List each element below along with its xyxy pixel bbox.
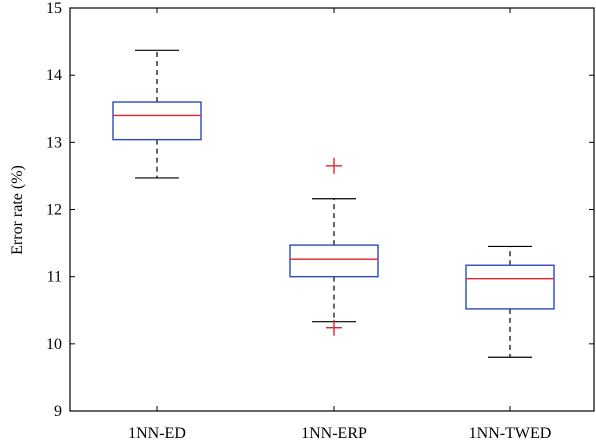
y-tick-label: 15 bbox=[46, 0, 62, 17]
outlier-marker bbox=[326, 157, 342, 174]
y-tick-label: 10 bbox=[46, 336, 62, 353]
x-category-label: 1NN-ERP bbox=[301, 425, 367, 442]
iqr-box bbox=[465, 264, 555, 310]
y-axis-title: Error rate (%) bbox=[9, 165, 26, 255]
y-tick-label: 12 bbox=[46, 202, 62, 219]
iqr-box bbox=[289, 244, 379, 278]
y-tick-label: 9 bbox=[54, 403, 62, 420]
iqr-box bbox=[112, 101, 202, 141]
outlier-marker bbox=[326, 319, 342, 336]
y-axis: 9 10 11 12 13 14 15 bbox=[46, 0, 594, 420]
box-group bbox=[465, 245, 555, 358]
plot-frame bbox=[69, 7, 595, 412]
y-tick-label: 14 bbox=[46, 67, 62, 84]
x-category-label: 1NN-TWED bbox=[469, 425, 552, 442]
y-tick-label: 13 bbox=[46, 134, 62, 151]
y-tick-label: 11 bbox=[47, 269, 62, 286]
box-group bbox=[112, 49, 202, 179]
box-group bbox=[289, 157, 379, 336]
x-category-label: 1NN-ED bbox=[128, 425, 186, 442]
box-series bbox=[112, 49, 555, 358]
x-axis: 1NN-ED 1NN-ERP 1NN-TWED bbox=[128, 8, 551, 442]
